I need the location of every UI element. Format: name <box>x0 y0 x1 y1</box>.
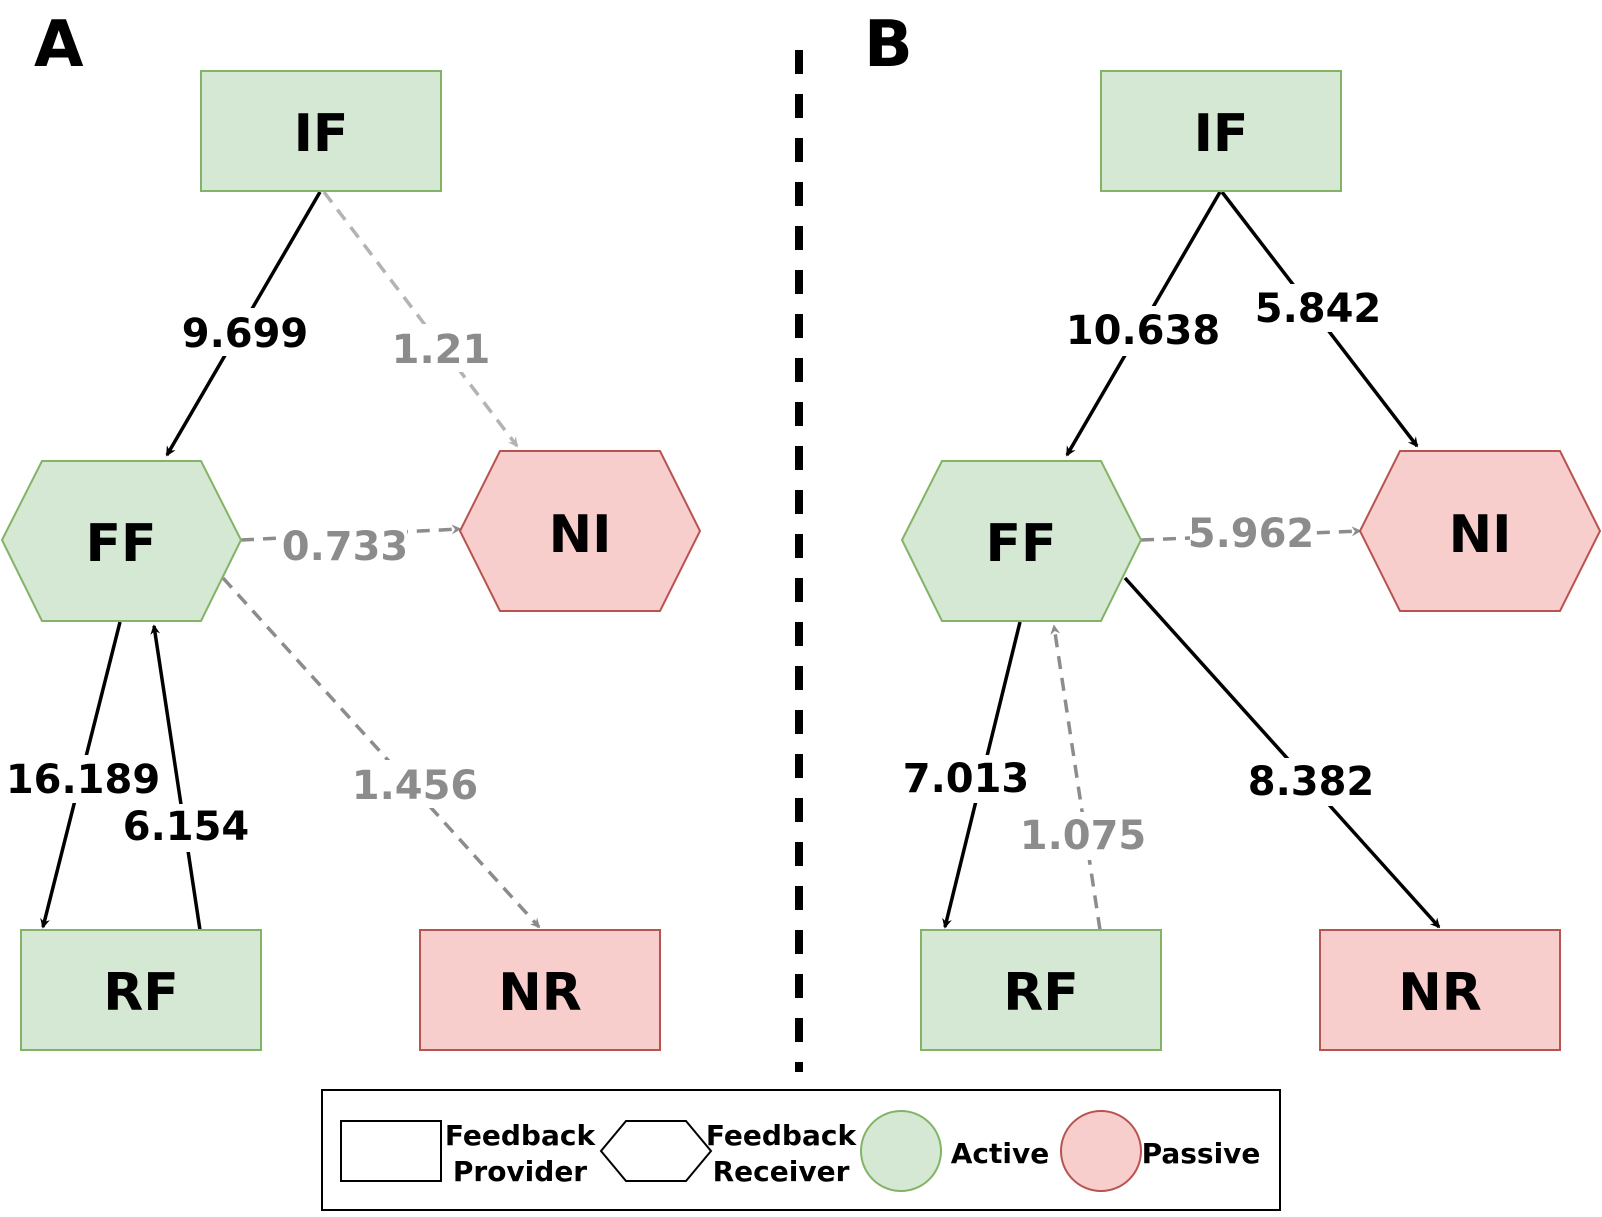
node-label-a-rf: RF <box>103 963 179 1023</box>
node-label-b-ff: FF <box>985 514 1056 574</box>
legend: Feedback Provider Feedback Receiver Acti… <box>321 1089 1281 1211</box>
edge-b-ff-nr <box>1123 576 1441 929</box>
legend-receiver-line2: Receiver <box>713 1155 850 1188</box>
legend-provider-line2: Provider <box>453 1155 587 1188</box>
node-label-a-if: IF <box>294 104 349 164</box>
edge-b-rf-ff <box>1050 624 1102 931</box>
node-a-ff: FF <box>0 460 243 622</box>
edge-label-b-ff-rf: 7.013 <box>903 756 1030 802</box>
node-b-ni: NI <box>1358 450 1602 612</box>
node-a-nr: NR <box>419 929 661 1051</box>
node-b-ff: FF <box>900 460 1143 622</box>
legend-active-circle-icon <box>860 1110 942 1192</box>
edge-label-b-rf-ff: 1.075 <box>1020 813 1147 859</box>
node-label-b-nr: NR <box>1398 963 1482 1023</box>
edge-label-a-if-ni: 1.21 <box>392 327 491 373</box>
edge-b-ff-ni <box>1140 526 1362 542</box>
node-label-b-ni: NI <box>1449 505 1512 565</box>
legend-passive-label: Passive <box>1142 1137 1261 1170</box>
edge-label-b-ff-nr: 8.382 <box>1248 759 1375 805</box>
node-label-a-ff: FF <box>85 514 156 574</box>
node-b-rf: RF <box>920 929 1162 1051</box>
edge-label-a-ff-nr: 1.456 <box>352 763 479 809</box>
node-label-b-rf: RF <box>1003 963 1079 1023</box>
edge-label-b-ff-ni: 5.962 <box>1188 511 1315 557</box>
edge-label-a-ff-ni: 0.733 <box>282 524 409 570</box>
node-a-rf: RF <box>20 929 262 1051</box>
panel-a: A 9.699 1.21 0.733 1.456 16.189 6.154 IF… <box>0 8 702 1051</box>
legend-active-label: Active <box>951 1137 1050 1170</box>
edge-a-ff-ni <box>240 524 462 542</box>
panel-b: B 10.638 5.842 5.962 8.382 7.013 1.075 I… <box>864 8 1602 1051</box>
panel-letter-b: B <box>864 8 913 82</box>
legend-rectangle-icon <box>340 1120 442 1182</box>
edge-a-if-ni <box>322 190 519 448</box>
panel-letter-a: A <box>34 8 84 82</box>
node-a-if: IF <box>200 70 442 192</box>
node-label-a-ni: NI <box>549 505 612 565</box>
edge-label-a-if-ff: 9.699 <box>182 311 309 357</box>
legend-provider-line1: Feedback <box>445 1119 597 1152</box>
legend-hexagon-icon <box>599 1120 713 1182</box>
edge-label-b-if-ff: 10.638 <box>1066 308 1220 354</box>
legend-receiver-line1: Feedback <box>706 1119 858 1152</box>
edge-a-ff-nr <box>221 576 541 929</box>
node-label-b-if: IF <box>1194 104 1249 164</box>
node-b-if: IF <box>1100 70 1342 192</box>
node-label-a-nr: NR <box>498 963 582 1023</box>
node-a-ni: NI <box>458 450 702 612</box>
node-b-nr: NR <box>1319 929 1561 1051</box>
edge-label-a-ff-rf: 16.189 <box>6 757 160 803</box>
edge-label-b-if-ni: 5.842 <box>1255 286 1382 332</box>
edge-label-a-rf-ff: 6.154 <box>123 804 250 850</box>
edge-a-rf-ff <box>150 624 202 931</box>
legend-passive-circle-icon <box>1060 1110 1142 1192</box>
